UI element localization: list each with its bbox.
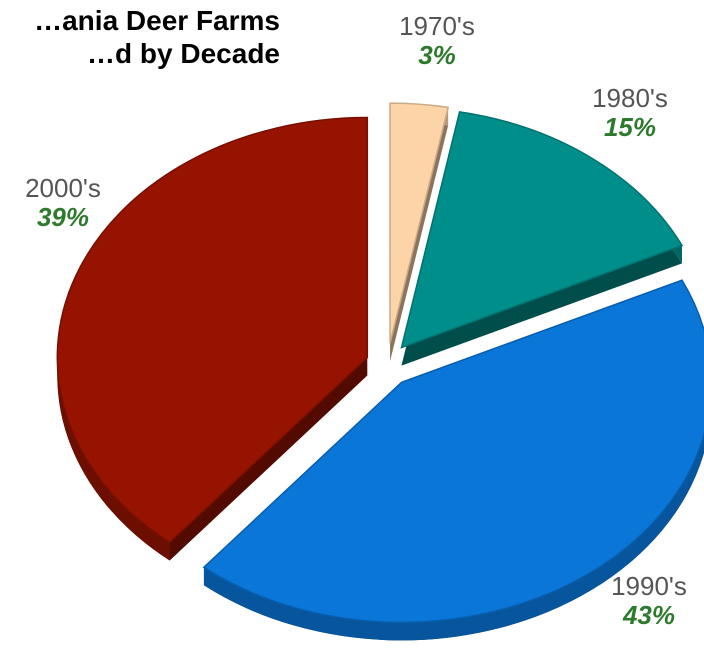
category-label: 1980's [592,83,668,113]
percent-label: 39% [36,202,90,233]
percent-label: 3% [418,40,456,71]
pie-slice-1980s [400,111,684,349]
slice-label-1980s: 1980's 15% [592,83,668,143]
category-label: 1970's [399,11,475,41]
chart-title: …ania Deer Farms …d by Decade [34,5,280,69]
pie-slice-1990s [202,279,704,624]
category-label: 2000's [25,173,101,203]
slice-label-1990s: 1990's 43% [611,571,687,631]
pie-slice-1970s [389,102,450,344]
slice-label-2000s: 2000's 39% [25,173,101,233]
percent-label: 15% [603,112,657,143]
pie-slice-2000s [56,116,369,544]
pie-slice-side-1990s [203,280,704,641]
percent-label: 43% [622,600,676,631]
slice-label-1970s: 1970's 3% [399,11,475,71]
category-label: 1990's [611,571,687,601]
